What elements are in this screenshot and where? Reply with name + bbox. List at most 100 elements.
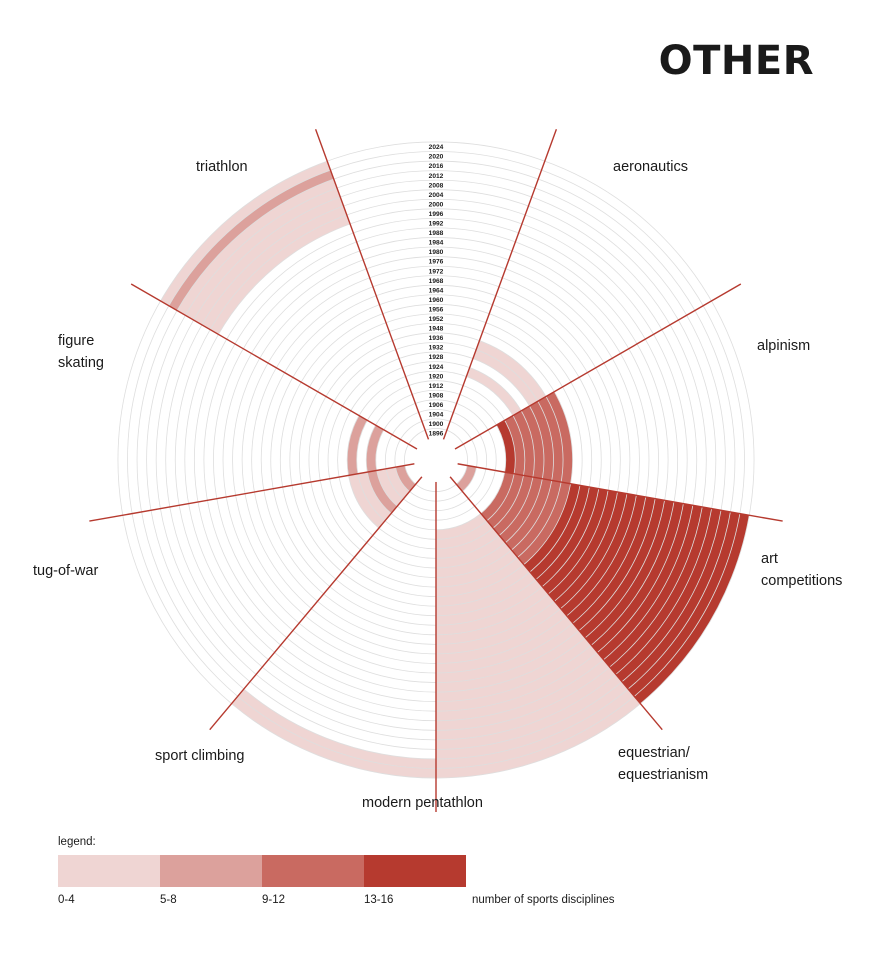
- band-triathlon-2012: [185, 188, 341, 321]
- sector-divider: [435, 459, 663, 731]
- year-label-2000: 2000: [429, 201, 444, 208]
- band-alpinism-1924: [466, 367, 522, 416]
- band-modern-pentathlon-2000: [436, 652, 604, 721]
- band-tug-of-war-1912: [357, 472, 392, 521]
- band-modern-pentathlon-1996: [436, 645, 598, 712]
- band-art-competitions-1936: [537, 396, 564, 483]
- year-label-2012: 2012: [429, 173, 444, 180]
- sector-divider: [435, 128, 558, 461]
- band-equestrian-equestrianism-1920: [486, 473, 524, 529]
- legend-swatch-0-4: [58, 855, 160, 887]
- band-equestrian-equestrianism-2004: [603, 505, 703, 668]
- band-triathlon-2004: [201, 206, 347, 330]
- band-modern-pentathlon-1920: [436, 520, 494, 549]
- year-label-1924: 1924: [429, 364, 444, 371]
- band-modern-pentathlon-2016: [436, 681, 629, 759]
- band-modern-pentathlon-1956: [436, 571, 537, 616]
- year-label-2008: 2008: [429, 182, 444, 189]
- band-figure-skating-1908: [366, 425, 384, 473]
- band-equestrian-equestrianism-1956: [529, 485, 590, 580]
- band-modern-pentathlon-2020: [436, 689, 635, 769]
- band-tug-of-war-1904: [386, 467, 410, 499]
- year-label-1992: 1992: [429, 221, 444, 228]
- band-sport-climbing-2020: [237, 689, 436, 769]
- band-equestrian-equestrianism-1928: [499, 477, 543, 543]
- year-label-2004: 2004: [429, 192, 444, 199]
- legend-note: number of sports disciplines: [472, 894, 615, 906]
- year-label-1906: 1906: [429, 402, 444, 409]
- band-modern-pentathlon-1912: [436, 513, 487, 540]
- year-label-1932: 1932: [429, 345, 444, 352]
- year-label-2020: 2020: [429, 154, 444, 161]
- band-triathlon-2016: [177, 179, 338, 316]
- legend-swatch-13-16: [364, 855, 466, 887]
- band-art-competitions-1948: [546, 391, 573, 484]
- band-tug-of-war-1906: [376, 468, 404, 507]
- band-equestrian-equestrianism-1992: [585, 500, 674, 646]
- year-label-2024: 2024: [429, 144, 444, 151]
- band-equestrian-equestrianism-1952: [523, 483, 580, 572]
- chart-title: OTHER: [658, 38, 814, 84]
- band-equestrian-equestrianism-1924: [493, 475, 533, 536]
- legend-tick-5-8: 5-8: [160, 894, 177, 906]
- legend-bar: [58, 855, 466, 887]
- sector-divider: [130, 283, 437, 461]
- band-equestrian-equestrianism-1900: [456, 465, 477, 492]
- year-label-1988: 1988: [429, 230, 444, 237]
- band-equestrian-equestrianism-1976: [560, 493, 637, 616]
- band-modern-pentathlon-1992: [436, 637, 592, 702]
- year-label-1920: 1920: [429, 373, 444, 380]
- band-equestrian-equestrianism-2012: [615, 508, 721, 682]
- legend-title: legend:: [58, 836, 96, 848]
- year-label-1964: 1964: [429, 287, 444, 294]
- sector-label-tug-of-war: tug-of-war: [33, 563, 99, 579]
- band-art-competitions-1928: [521, 406, 544, 479]
- band-tug-of-war-1900: [395, 465, 416, 492]
- band-equestrian-equestrianism-2024: [634, 513, 750, 704]
- band-equestrian-equestrianism-2008: [609, 506, 712, 675]
- sector-label-triathlon: triathlon: [196, 159, 248, 175]
- legend-swatch-9-12: [262, 855, 364, 887]
- sector-divider: [435, 283, 742, 461]
- legend-tick-13-16: 13-16: [364, 894, 394, 906]
- sector-dividers: [89, 128, 783, 812]
- year-label-1984: 1984: [429, 240, 444, 247]
- year-label-1896: 1896: [429, 431, 444, 438]
- band-triathlon-2000: [210, 214, 351, 335]
- band-tug-of-war-1920: [348, 473, 386, 529]
- band-equestrian-equestrianism-1912: [480, 472, 515, 521]
- band-modern-pentathlon-2008: [436, 667, 616, 740]
- band-modern-pentathlon-2004: [436, 659, 610, 731]
- sector-label-aeronautics: aeronautics: [613, 159, 688, 175]
- year-tick-labels: 1896 1900 1904 1906 1908 1912 1920 1924 1928 1932…: [429, 144, 444, 438]
- year-label-1952: 1952: [429, 316, 444, 323]
- band-equestrian-equestrianism-1972: [554, 492, 627, 609]
- band-equestrian-equestrianism-1988: [579, 498, 665, 638]
- year-label-1900: 1900: [429, 421, 444, 428]
- year-label-1928: 1928: [429, 354, 444, 361]
- band-equestrian-equestrianism-2016: [622, 510, 731, 690]
- legend-swatch-5-8: [160, 855, 262, 887]
- sector-divider: [89, 459, 437, 522]
- legend-tick-0-4: 0-4: [58, 894, 75, 906]
- band-tug-of-war-1908: [367, 470, 398, 514]
- legend-tick-9-12: 9-12: [262, 894, 286, 906]
- year-label-1972: 1972: [429, 268, 444, 275]
- sector-label-figure-skating: figure skating: [58, 333, 104, 371]
- band-modern-pentathlon-2024: [436, 696, 641, 779]
- sector-label-modern-pentathlon: modern pentathlon: [362, 795, 483, 811]
- band-modern-pentathlon-1952: [436, 564, 530, 607]
- year-label-1912: 1912: [429, 383, 444, 390]
- center-hole: [414, 438, 458, 482]
- band-alpinism-1932: [472, 349, 538, 407]
- year-label-1980: 1980: [429, 249, 444, 256]
- band-alpinism-1936: [476, 340, 547, 402]
- year-label-1956: 1956: [429, 306, 444, 313]
- band-equestrian-equestrianism-1984: [572, 496, 656, 631]
- band-art-competitions-1932: [529, 401, 554, 481]
- band-modern-pentathlon-1936: [436, 550, 518, 588]
- sector-divider: [314, 128, 437, 461]
- band-modern-pentathlon-1932: [436, 542, 512, 578]
- band-modern-pentathlon-2012: [436, 674, 623, 750]
